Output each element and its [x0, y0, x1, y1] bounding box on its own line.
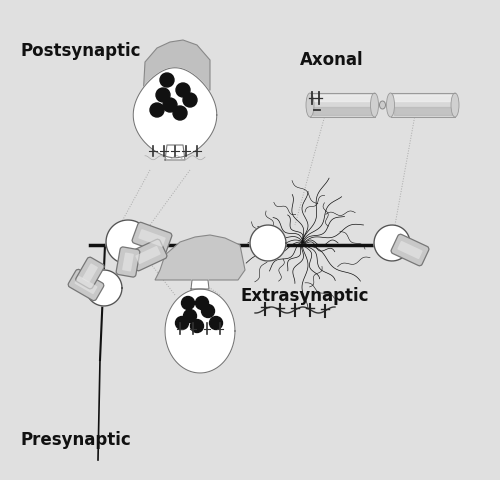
- Circle shape: [190, 320, 203, 333]
- Polygon shape: [175, 336, 225, 363]
- Polygon shape: [155, 236, 245, 280]
- Text: Axonal: Axonal: [300, 51, 364, 69]
- Circle shape: [183, 94, 197, 108]
- Circle shape: [163, 99, 177, 113]
- FancyBboxPatch shape: [76, 258, 104, 289]
- Polygon shape: [313, 96, 372, 102]
- Circle shape: [196, 297, 208, 310]
- FancyBboxPatch shape: [132, 223, 172, 254]
- FancyBboxPatch shape: [398, 241, 422, 260]
- FancyBboxPatch shape: [391, 235, 429, 266]
- Ellipse shape: [306, 94, 314, 118]
- Circle shape: [202, 305, 214, 318]
- Polygon shape: [86, 270, 122, 306]
- Ellipse shape: [386, 94, 394, 118]
- Circle shape: [160, 74, 174, 88]
- FancyBboxPatch shape: [136, 246, 160, 264]
- Polygon shape: [394, 108, 452, 116]
- FancyBboxPatch shape: [122, 253, 134, 272]
- FancyBboxPatch shape: [138, 229, 166, 247]
- Polygon shape: [165, 289, 235, 373]
- Polygon shape: [310, 94, 374, 118]
- FancyBboxPatch shape: [116, 247, 140, 277]
- Polygon shape: [374, 226, 410, 262]
- FancyBboxPatch shape: [68, 270, 104, 301]
- Polygon shape: [390, 94, 455, 118]
- FancyBboxPatch shape: [74, 276, 98, 294]
- Text: Postsynaptic: Postsynaptic: [20, 41, 140, 60]
- FancyBboxPatch shape: [82, 264, 98, 283]
- Polygon shape: [165, 146, 185, 161]
- Circle shape: [173, 107, 187, 121]
- Polygon shape: [191, 280, 209, 289]
- Polygon shape: [250, 226, 286, 262]
- Polygon shape: [313, 108, 372, 116]
- Ellipse shape: [451, 94, 459, 118]
- Circle shape: [150, 104, 164, 118]
- Text: Extrasynaptic: Extrasynaptic: [240, 286, 368, 304]
- Circle shape: [176, 317, 188, 330]
- Circle shape: [184, 310, 196, 323]
- Polygon shape: [106, 220, 150, 264]
- Circle shape: [182, 297, 194, 310]
- Ellipse shape: [380, 102, 386, 110]
- Polygon shape: [374, 94, 390, 118]
- Ellipse shape: [370, 94, 378, 118]
- FancyBboxPatch shape: [129, 240, 167, 271]
- Circle shape: [210, 317, 222, 330]
- Circle shape: [176, 84, 190, 98]
- Text: Presynaptic: Presynaptic: [20, 430, 131, 448]
- Polygon shape: [394, 96, 452, 102]
- Circle shape: [156, 89, 170, 103]
- Polygon shape: [133, 69, 217, 158]
- Polygon shape: [143, 41, 210, 99]
